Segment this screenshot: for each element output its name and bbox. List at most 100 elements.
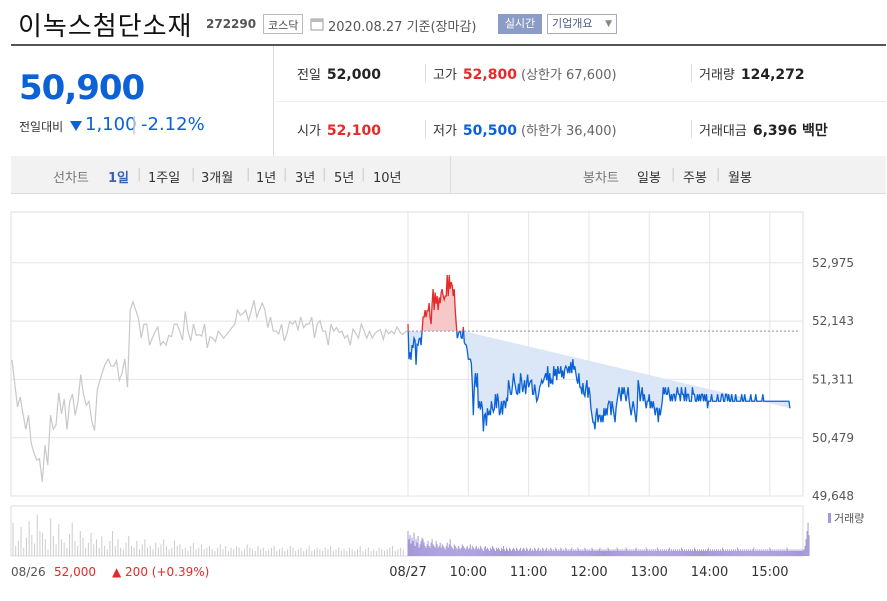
x-tick-label: 14:00 — [691, 565, 728, 580]
prev-close-cell: 전일 52,000 — [297, 64, 381, 83]
low-cell: 저가 50,500 (하한가 36,400) — [433, 120, 617, 139]
tab-3year[interactable]: 3년 — [295, 171, 316, 186]
y-tick-label: 50,479 — [812, 431, 854, 445]
prev-day-date: 08/26 — [11, 565, 46, 579]
above-ref-area — [422, 275, 457, 332]
prev-day-line — [11, 299, 409, 482]
x-axis: 08/26 52,000 ▲ 200 (+0.39%) 08/27 10:00 11:00… — [11, 565, 789, 580]
divider — [425, 120, 426, 138]
prev-close-label: 전일 — [297, 68, 321, 83]
open-value: 52,100 — [326, 123, 381, 139]
amount-label: 거래대금 — [699, 124, 747, 139]
high-label: 고가 — [433, 68, 457, 83]
volume-legend-label: 거래량 — [834, 512, 864, 525]
low-label: 저가 — [433, 124, 457, 139]
volume-cell: 거래량 124,272 — [699, 64, 805, 83]
y-axis: 52,975 52,143 51,311 50,479 49,648 — [812, 256, 854, 503]
prev-day-series — [11, 299, 409, 482]
chart-tab-bar: 선차트 1일 | 1주일 | 3개월 | 1년 | 3년 | 5년 | 10년 … — [11, 156, 886, 194]
x-tick-label: 12:00 — [570, 565, 607, 580]
volume-legend-marker — [828, 513, 831, 523]
tab-5year[interactable]: 5년 — [334, 171, 355, 186]
tab-divider: | — [361, 167, 366, 182]
plot-frame — [10, 211, 804, 497]
open-label: 시가 — [297, 124, 321, 139]
prev-close-value: 52,000 — [326, 67, 381, 83]
x-tick-label: 10:00 — [450, 565, 487, 580]
volume-value: 124,272 — [740, 67, 805, 83]
market-badge: 코스닥 — [263, 14, 304, 34]
info-row-2: 시가 52,100 저가 50,500 (하한가 36,400) 거래대금 6,396 … — [275, 102, 886, 158]
below-ref-line — [456, 330, 460, 339]
tab-divider: | — [671, 167, 676, 182]
stock-header: 이녹스첨단소재 272290 코스닥 2020.08.27 기준(장마감) 실시… — [0, 0, 887, 44]
chart-grid — [10, 211, 804, 497]
info-row-1: 전일 52,000 고가 52,800 (상한가 67,600) 거래량 124,272 — [275, 46, 886, 102]
tab-divider: | — [137, 167, 142, 182]
change-rate: -2.12% — [141, 114, 205, 135]
lower-limit: (하한가 36,400) — [520, 124, 617, 139]
company-overview-label: 기업개요 — [552, 17, 593, 30]
tab-10year[interactable]: 10년 — [373, 171, 402, 186]
above-ref-line — [421, 275, 458, 332]
tab-1week[interactable]: 1주일 — [148, 171, 181, 186]
divider — [691, 120, 692, 138]
x-tick-label: 11:00 — [510, 565, 547, 580]
line-chart-label: 선차트 — [53, 171, 89, 186]
tab-divider: | — [283, 167, 288, 182]
current-price: 50,900 — [19, 68, 145, 108]
prev-day-change: ▲ 200 (+0.39%) — [112, 565, 209, 579]
tab-weekly-candle[interactable]: 주봉 — [683, 171, 707, 186]
below-ref-line — [459, 331, 464, 339]
below-ref-line — [462, 331, 791, 432]
company-name: 이녹스첨단소재 — [18, 12, 193, 42]
intraday-line — [407, 275, 791, 432]
tab-divider: | — [191, 167, 196, 182]
divider — [691, 64, 692, 82]
y-tick-label: 52,143 — [812, 314, 854, 328]
y-tick-label: 49,648 — [812, 489, 854, 503]
chevron-down-icon: ▼ — [605, 19, 612, 29]
change-value: 1,100 — [85, 114, 137, 135]
realtime-button[interactable]: 실시간 — [498, 14, 542, 34]
tab-1year[interactable]: 1년 — [256, 171, 277, 186]
x-tick-label: 15:00 — [751, 565, 788, 580]
amount-value: 6,396 백만 — [752, 123, 828, 139]
volume-label: 거래량 — [699, 68, 735, 83]
high-value: 52,800 — [462, 67, 517, 83]
below-ref-line — [407, 331, 423, 365]
change-label: 전일대비 — [19, 120, 64, 134]
low-value: 50,500 — [462, 123, 517, 139]
tab-group-divider — [450, 156, 451, 194]
tab-monthly-candle[interactable]: 월봉 — [728, 171, 752, 186]
tab-1day[interactable]: 1일 — [108, 171, 130, 186]
current-price-panel: 50,900 전일대비 1,100 | -2.12% — [11, 46, 274, 158]
stock-code: 272290 — [206, 17, 257, 31]
tab-divider: | — [322, 167, 327, 182]
y-tick-label: 52,975 — [812, 256, 854, 270]
candle-chart-label: 봉차트 — [583, 171, 619, 186]
y-tick-label: 51,311 — [812, 372, 854, 386]
price-info-table: 전일 52,000 고가 52,800 (상한가 67,600) 거래량 124,272… — [275, 46, 886, 158]
upper-limit: (상한가 67,600) — [520, 68, 617, 83]
divider — [425, 64, 426, 82]
price-summary: 50,900 전일대비 1,100 | -2.12% 전일 52,000 고가 52… — [11, 44, 886, 158]
tab-daily-candle[interactable]: 일봉 — [637, 171, 661, 186]
volume-bars: 거래량 — [10, 505, 864, 557]
company-overview-dropdown[interactable]: 기업개요 ▼ — [547, 14, 617, 34]
tab-3month[interactable]: 3개월 — [201, 171, 234, 186]
calendar-icon — [310, 18, 324, 31]
tab-divider: | — [246, 167, 251, 182]
intraday-fill — [408, 275, 790, 432]
down-triangle-icon — [70, 121, 82, 131]
high-cell: 고가 52,800 (상한가 67,600) — [433, 64, 617, 83]
below-ref-area — [463, 331, 790, 432]
volume-frame — [10, 505, 804, 557]
x-tick-label: 08/27 — [389, 565, 426, 580]
tab-divider: | — [716, 167, 721, 182]
open-cell: 시가 52,100 — [297, 120, 381, 139]
x-tick-label: 13:00 — [630, 565, 667, 580]
change-divider: | — [131, 114, 138, 135]
base-date: 2020.08.27 기준(장마감) — [328, 20, 477, 35]
